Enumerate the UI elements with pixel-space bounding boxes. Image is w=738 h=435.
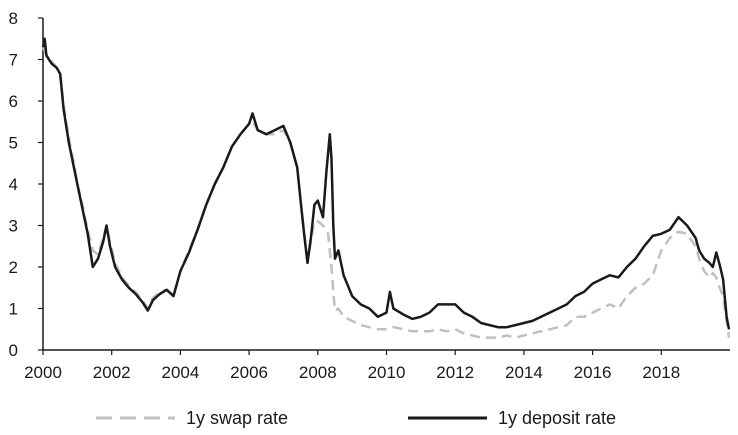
y-axis-ticks: 0 1 2 3 4 5 6 7 8 bbox=[9, 9, 43, 360]
y-tick-label: 2 bbox=[9, 258, 18, 277]
y-tick-label: 0 bbox=[9, 341, 18, 360]
series-line-1y-deposit-rate bbox=[41, 37, 731, 330]
legend-label-1y-deposit-rate: 1y deposit rate bbox=[498, 408, 616, 428]
y-tick-label: 5 bbox=[9, 134, 18, 153]
y-tick-label: 3 bbox=[9, 217, 18, 236]
x-axis-ticks: 2000 2002 2004 2006 2008 2010 2012 2014 2016 2018 bbox=[24, 350, 680, 382]
y-tick-label: 6 bbox=[9, 92, 18, 111]
legend-label-1y-swap-rate: 1y swap rate bbox=[186, 408, 288, 428]
x-tick-label: 2012 bbox=[436, 363, 474, 382]
x-tick-label: 2006 bbox=[230, 363, 268, 382]
x-tick-label: 2018 bbox=[642, 363, 680, 382]
y-tick-label: 8 bbox=[9, 9, 18, 28]
y-tick-label: 1 bbox=[9, 300, 18, 319]
x-tick-label: 2010 bbox=[368, 363, 406, 382]
x-tick-label: 2002 bbox=[93, 363, 131, 382]
series-lines bbox=[41, 37, 731, 339]
chart-axes bbox=[42, 18, 730, 351]
y-tick-label: 7 bbox=[9, 51, 18, 70]
series-line-1y-swap-rate bbox=[41, 46, 731, 339]
x-tick-label: 2008 bbox=[299, 363, 337, 382]
x-tick-label: 2004 bbox=[161, 363, 199, 382]
x-tick-label: 2014 bbox=[505, 363, 543, 382]
x-tick-label: 2016 bbox=[574, 363, 612, 382]
y-tick-label: 4 bbox=[9, 175, 18, 194]
x-tick-label: 2000 bbox=[24, 363, 62, 382]
legend: 1y swap rate 1y deposit rate bbox=[96, 408, 616, 428]
